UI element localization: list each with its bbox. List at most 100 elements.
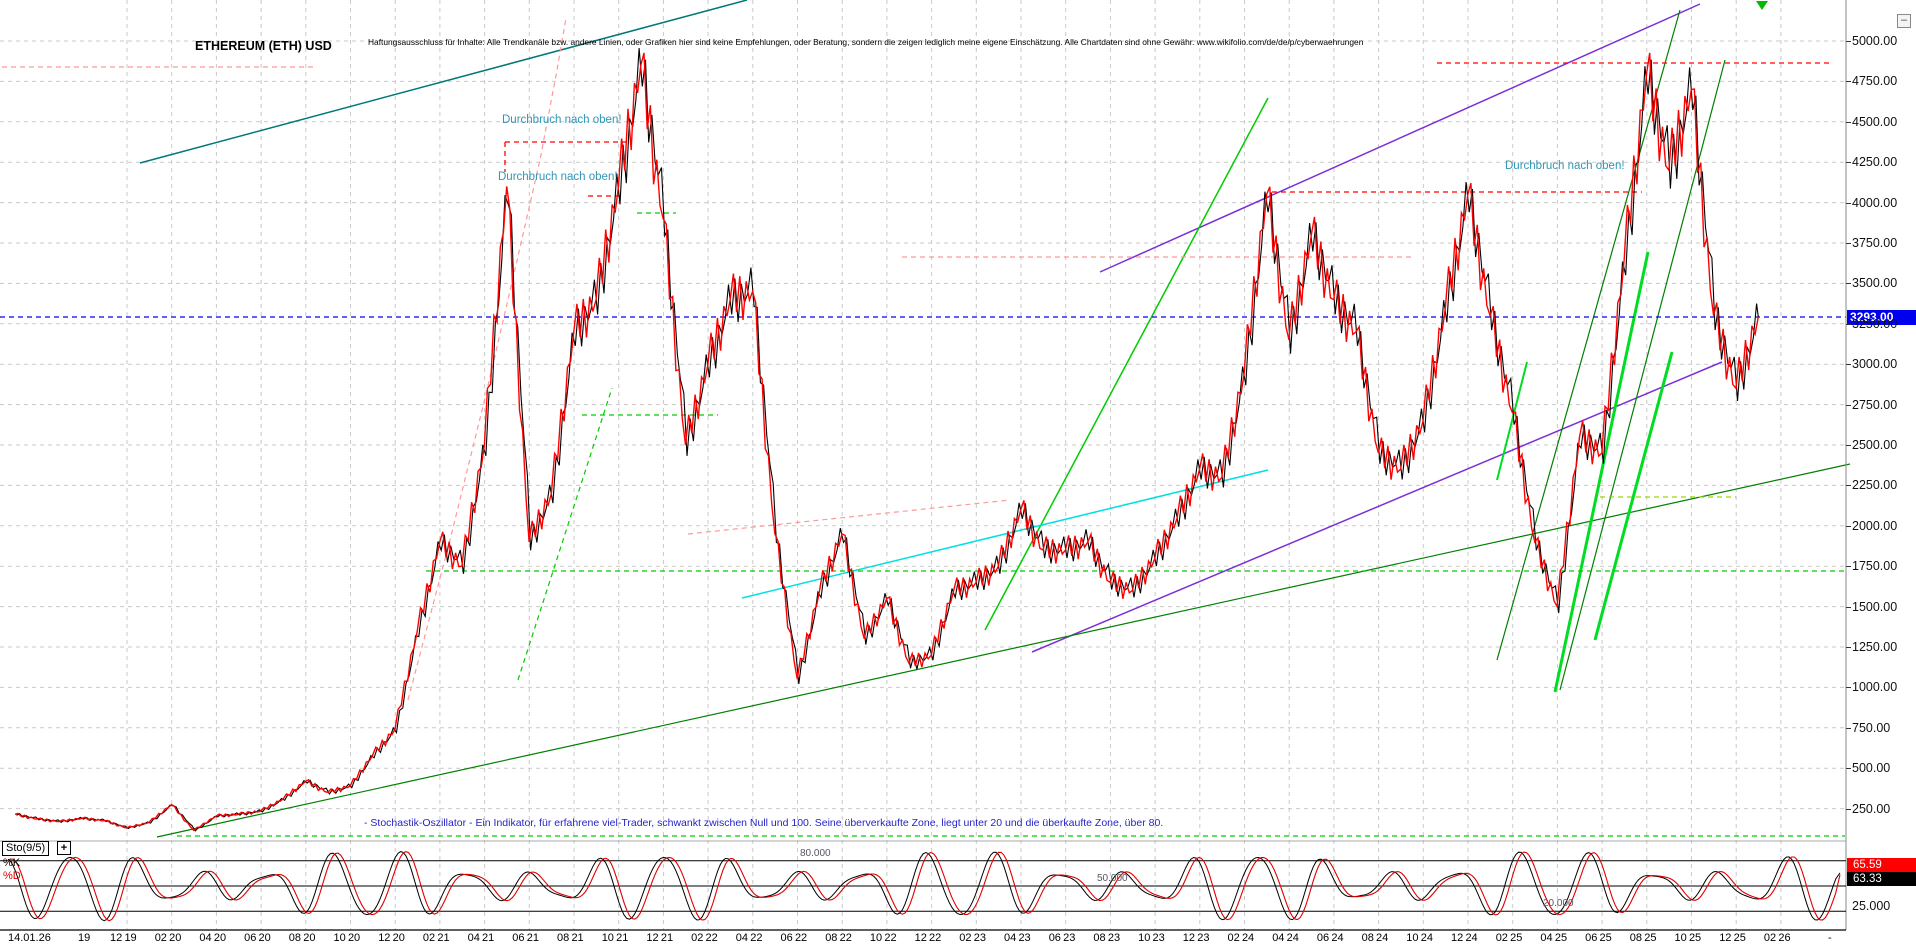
date-axis-label: 08 22	[825, 932, 852, 944]
purple-lower-trendline	[1031, 361, 1723, 653]
date-axis-label: 12 23	[1182, 932, 1210, 944]
price-axis-label: 2000.00	[1852, 518, 1898, 533]
collapse-pane-icon[interactable]: –	[1897, 14, 1911, 28]
price-axis-label: 1750.00	[1852, 559, 1898, 574]
pink-parabola	[407, 17, 567, 701]
breakout-annotation: Durchbruch nach oben!	[498, 171, 618, 183]
oscillator-level-label: 20.000	[1543, 898, 1574, 910]
date-axis-label: 06 25	[1585, 932, 1612, 944]
date-axis-label: 06 21	[512, 932, 539, 944]
date-axis-label: 08 25	[1629, 932, 1657, 944]
date-axis-label: 02 21	[422, 932, 450, 944]
price-axis-tick	[1846, 81, 1851, 83]
price-axis-label: 3750.00	[1852, 236, 1898, 250]
stochastic-k-line	[7, 851, 1841, 922]
price-axis-tick	[1846, 364, 1851, 366]
oscillator-axis-label: 25.000	[1852, 899, 1891, 913]
d-line-legend: %D	[3, 870, 21, 882]
date-axis-label: 04 20	[199, 932, 227, 944]
green-dash-diagonal	[517, 387, 613, 681]
lime-thick-2025-b	[1593, 351, 1674, 641]
date-axis-label: 08 21	[557, 932, 584, 944]
price-axis-label: 2250.00	[1852, 478, 1898, 493]
k-line-legend: %K	[3, 857, 21, 869]
price-series-black	[16, 48, 1759, 832]
lime-small-2024	[1496, 361, 1528, 481]
green-steep-channel-a	[1496, 9, 1681, 661]
price-axis-tick	[1846, 647, 1851, 648]
lime-thick-2025-a	[1553, 251, 1650, 693]
oscillator-name-badge: Sto(9/5)	[2, 841, 50, 856]
date-axis-label: 04 23	[1004, 932, 1031, 944]
lime-2024-trendline	[984, 97, 1269, 631]
price-axis-tick	[1846, 566, 1851, 568]
top-marker-icon	[1756, 1, 1768, 10]
price-axis-label: 4250.00	[1852, 155, 1898, 170]
date-axis-label: 02 26	[1763, 932, 1791, 944]
date-axis-label: 04 22	[735, 932, 763, 944]
cyan-trendline	[741, 469, 1269, 599]
breakout-annotation: Durchbruch nach oben!	[502, 114, 622, 126]
date-axis-label: 02 23	[959, 932, 986, 944]
green-steep-channel-b	[1559, 59, 1726, 691]
date-axis-label: 04 25	[1540, 932, 1568, 944]
date-axis-label: 12 20	[378, 932, 405, 944]
date-axis-label: 04 24	[1272, 932, 1299, 944]
breakout-annotation: Durchbruch nach oben!	[1505, 160, 1625, 172]
date-axis-label: 12 19	[110, 932, 137, 944]
price-axis-label: 2500.00	[1852, 438, 1898, 452]
current-price-badge: 3293.00	[1847, 310, 1916, 325]
price-axis-label: 5000.00	[1852, 34, 1898, 48]
date-axis-label: 10 24	[1406, 932, 1433, 944]
oscillator-level-label: 80.000	[800, 847, 831, 859]
date-axis-label: 10 25	[1674, 932, 1702, 944]
price-axis-label: 3250.00	[1852, 316, 1898, 331]
stochastic-d-line	[7, 850, 1841, 922]
price-axis-label: 4000.00	[1852, 195, 1898, 210]
date-axis-label: 04 21	[467, 932, 495, 944]
date-axis-label: -	[1828, 932, 1832, 944]
plus-icon[interactable]: +	[57, 841, 71, 855]
price-axis-tick	[1846, 687, 1851, 689]
price-axis-label: 1000.00	[1852, 680, 1898, 695]
price-axis-tick	[1846, 323, 1851, 325]
date-axis-label: 06 23	[1048, 932, 1076, 944]
green-long-support	[156, 463, 1851, 838]
k-value-badge: 65.59	[1847, 858, 1916, 872]
price-axis-tick	[1846, 727, 1851, 729]
price-axis-tick	[1846, 768, 1851, 770]
price-series-red	[14, 52, 1759, 832]
price-axis-tick	[1846, 404, 1851, 406]
price-axis-tick	[1846, 445, 1851, 446]
price-axis-tick	[1846, 525, 1851, 527]
stochastic-note: - Stochastik-Oszillator - Ein Indikator,…	[364, 817, 1164, 829]
date-axis-label: 19	[78, 932, 91, 944]
teal-trendline	[139, 0, 748, 164]
date-axis-label: 06 20	[244, 932, 271, 944]
date-axis-label: 02 22	[691, 932, 718, 944]
pink-2022-line	[687, 499, 1011, 535]
price-axis-tick	[1846, 202, 1851, 204]
price-axis-tick	[1846, 41, 1851, 42]
date-axis-label: 10 20	[333, 932, 361, 944]
price-axis-tick	[1846, 808, 1851, 810]
price-axis-label: 1500.00	[1852, 599, 1898, 614]
date-axis-label: 08 24	[1361, 932, 1389, 944]
price-axis-label: 3000.00	[1852, 357, 1898, 372]
price-axis-label: 4750.00	[1852, 74, 1898, 89]
price-axis-label: 250.00	[1852, 801, 1891, 816]
date-axis-label: 08 23	[1093, 932, 1121, 944]
oscillator-level-label: 50.000	[1097, 873, 1128, 884]
date-axis-label: 14.01.26	[8, 932, 51, 944]
date-axis-label: 06 24	[1316, 932, 1344, 944]
date-axis-label: 10 22	[869, 932, 897, 944]
price-axis-label: 1250.00	[1852, 640, 1898, 654]
date-axis-label: 10 23	[1138, 932, 1165, 944]
price-axis-tick	[1846, 121, 1851, 123]
price-axis-label: 500.00	[1852, 761, 1891, 776]
price-axis-label: 2750.00	[1852, 397, 1898, 412]
price-axis-tick	[1846, 162, 1851, 164]
d-value-badge: 63.33	[1847, 872, 1916, 886]
